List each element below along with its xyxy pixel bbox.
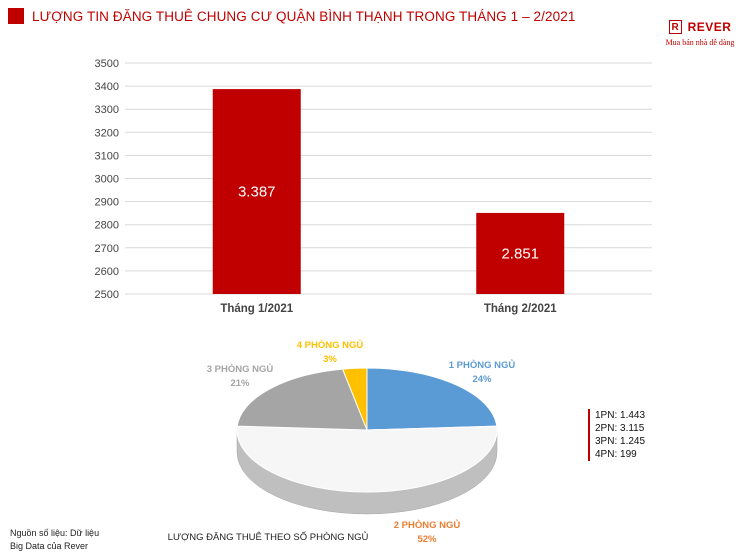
source-line-2: Big Data của Rever [10, 541, 89, 551]
pie-slice-percent: 3% [323, 354, 337, 365]
y-tick-label: 2900 [95, 197, 119, 209]
y-tick-label: 3300 [95, 104, 119, 116]
pie-slice-percent: 52% [417, 534, 437, 545]
pie-slice-percent: 24% [472, 374, 492, 385]
bar-chart: 2500 2600 2700 2800 2900 3000 3100 3200 3300 3400… [95, 58, 652, 315]
source-line-1: Nguồn số liệu: Dữ liệu [10, 528, 100, 538]
bar-data-label: 2.851 [501, 245, 539, 262]
x-category-label: Tháng 2/2021 [484, 303, 557, 315]
legend-item-2pn: 2PN: 3.115 [595, 423, 645, 434]
y-tick-label: 2700 [95, 243, 119, 255]
pie-slice-2 [236, 425, 498, 493]
bar-1 [212, 89, 301, 294]
legend-item-4pn: 4PN: 199 [595, 449, 637, 460]
y-tick-label: 3100 [95, 150, 119, 162]
pie-slice-label: 3 PHÒNG NGỦ [207, 363, 274, 375]
brand-name: REVER [687, 20, 732, 34]
pie-slice-percent: 21% [230, 378, 250, 389]
logo-mark: R [668, 20, 682, 34]
y-tick-label: 2800 [95, 220, 119, 232]
y-tick-label: 3500 [95, 58, 119, 70]
y-tick-label: 2600 [95, 266, 119, 278]
y-tick-label: 2500 [95, 289, 119, 301]
pie-chart: 1 PHÒNG NGỦ 24% 2 PHÒNG NGỦ 52% 3 PHÒNG NGỦ 2… [168, 339, 516, 545]
pie-slice-label: 1 PHÒNG NGỦ [449, 359, 516, 371]
pie-slice-label: 4 PHÒNG NGỦ [297, 339, 364, 351]
bar-2 [476, 212, 565, 294]
pie-slice-label: 2 PHÒNG NGỦ [394, 519, 461, 531]
brand-logo: R REVER Mua bán nhà dễ dàng [658, 20, 742, 47]
y-tick-label: 3400 [95, 81, 119, 93]
pie-slice-3 [236, 368, 368, 431]
legend-item-1pn: 1PN: 1.443 [595, 410, 646, 421]
x-category-label: Tháng 1/2021 [220, 303, 293, 315]
pie-slice-4 [341, 367, 368, 431]
page-title: LƯỢNG TIN ĐĂNG THUÊ CHUNG CƯ QUẬN BÌNH T… [32, 8, 576, 24]
pie-slice-1 [366, 367, 498, 431]
brand-tagline: Mua bán nhà dễ dàng [665, 38, 735, 47]
title-marker [8, 8, 24, 24]
bar-data-label: 3.387 [238, 184, 276, 201]
data-source-note: Nguồn số liệu: Dữ liệu Big Data của Reve… [10, 527, 99, 553]
legend-item-3pn: 3PN: 1.245 [595, 436, 646, 447]
bedroom-legend: 1PN: 1.443 2PN: 3.115 3PN: 1.245 4PN: 19… [588, 409, 645, 461]
y-tick-label: 3200 [95, 127, 119, 139]
y-tick-label: 3000 [95, 174, 119, 186]
chart-header: LƯỢNG TIN ĐĂNG THUÊ CHUNG CƯ QUẬN BÌNH T… [8, 8, 575, 24]
pie-title: LƯỢNG ĐĂNG THUÊ THEO SỐ PHÒNG NGỦ [168, 531, 369, 543]
